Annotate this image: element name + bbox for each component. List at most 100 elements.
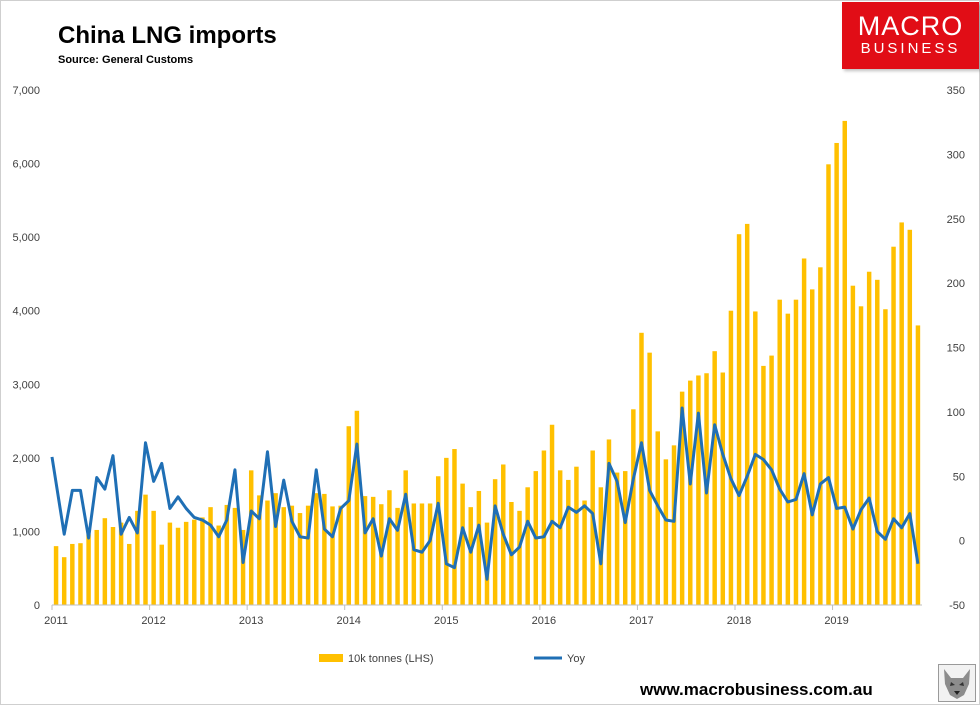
bar (257, 495, 262, 605)
y-right-tick-label: 250 (947, 214, 965, 226)
bar (712, 351, 717, 605)
y-left-tick-label: 1,000 (12, 526, 40, 538)
bar (883, 309, 888, 605)
bar (232, 507, 238, 605)
bar (102, 518, 108, 605)
y-right-tick-label: -50 (949, 600, 965, 612)
bar (135, 510, 140, 605)
bar (208, 507, 213, 605)
bar (679, 391, 685, 605)
wolf-icon (938, 664, 976, 702)
bar (866, 271, 872, 605)
bar (305, 505, 311, 605)
y-left-tick-label: 2,000 (12, 453, 40, 465)
bar (484, 522, 490, 605)
y-right-tick-label: 0 (959, 536, 965, 548)
bar (452, 449, 457, 605)
bar (354, 410, 360, 605)
bar (110, 527, 116, 605)
bar (61, 557, 67, 605)
bar (769, 355, 774, 605)
bar (622, 471, 628, 605)
bar (151, 510, 156, 605)
x-tick-label: 2017 (629, 615, 653, 627)
bar (891, 246, 896, 605)
bar (370, 496, 376, 605)
bar (322, 493, 327, 605)
bar (468, 507, 473, 605)
bar (192, 519, 197, 605)
bar (858, 306, 864, 605)
x-tick-label: 2011 (44, 615, 68, 627)
bar (566, 479, 571, 605)
x-tick-label: 2015 (434, 615, 458, 627)
y-left-tick-label: 4,000 (12, 306, 40, 318)
bar (557, 470, 563, 605)
bar (614, 472, 620, 605)
legend-label-line: Yoy (567, 653, 585, 665)
bar (248, 470, 254, 605)
bar (517, 510, 522, 605)
y-left-tick-label: 0 (34, 600, 40, 612)
bar (810, 289, 815, 605)
bar (631, 409, 636, 605)
bar (200, 517, 205, 605)
bar (801, 258, 807, 605)
bar (444, 457, 449, 605)
y-left-tick-label: 7,000 (12, 85, 40, 97)
bar (460, 483, 465, 605)
bar (818, 267, 823, 605)
bar (476, 490, 482, 605)
y-right-tick-label: 150 (947, 343, 965, 355)
bar (411, 503, 417, 605)
bar (549, 424, 555, 605)
series-line-yoy (50, 406, 920, 581)
bar (671, 445, 677, 605)
bar (70, 543, 75, 605)
bar (273, 493, 278, 605)
bar (639, 332, 644, 605)
bar (143, 494, 148, 605)
bar (346, 426, 352, 605)
bar (265, 500, 270, 605)
bar (761, 365, 766, 605)
y-right-tick-label: 300 (947, 149, 965, 161)
bar (720, 372, 726, 605)
bar (387, 490, 392, 605)
x-tick-label: 2019 (824, 615, 848, 627)
bar (330, 506, 335, 605)
bar (362, 496, 368, 605)
chart-subtitle: Source: General Customs (58, 54, 194, 66)
bar (696, 375, 701, 605)
bar (574, 466, 579, 605)
bar (289, 505, 295, 605)
y-right-tick-label: 350 (947, 85, 965, 97)
bar (744, 223, 750, 605)
y-left-tick-label: 3,000 (12, 379, 40, 391)
bar (53, 546, 59, 605)
x-tick-label: 2013 (239, 615, 263, 627)
bar (826, 164, 831, 605)
bar (281, 507, 286, 605)
bar (338, 505, 343, 605)
bar (850, 285, 856, 605)
bar (647, 352, 652, 605)
bar (427, 503, 433, 605)
bar (582, 500, 587, 605)
bar (216, 525, 221, 605)
bar (834, 142, 839, 605)
bar (915, 325, 921, 605)
line-layer (50, 406, 920, 581)
bar (118, 522, 124, 605)
bar (314, 493, 319, 605)
y-right-tick-label: 50 (953, 471, 965, 483)
x-tick-label: 2012 (141, 615, 165, 627)
chart-title: China LNG imports (58, 22, 277, 49)
bar (435, 476, 441, 605)
bar (159, 544, 164, 605)
bar (663, 459, 669, 605)
bar (78, 543, 83, 605)
bar (525, 487, 530, 605)
legend-label-bars: 10k tonnes (LHS) (348, 653, 434, 665)
